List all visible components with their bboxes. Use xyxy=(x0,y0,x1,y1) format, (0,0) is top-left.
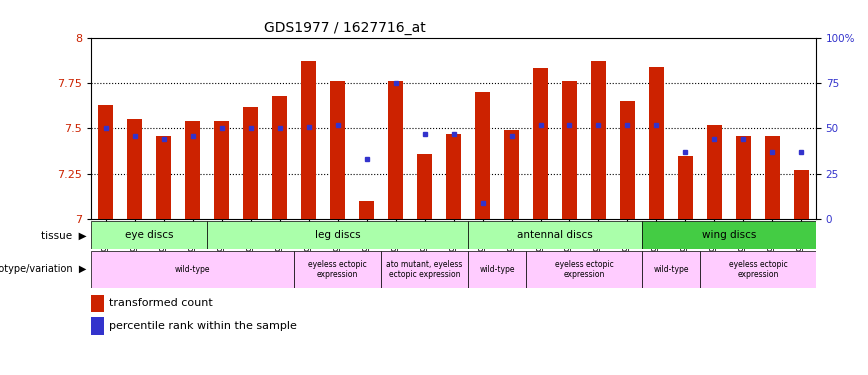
Bar xyxy=(273,96,286,219)
Bar xyxy=(359,201,374,219)
Text: wild-type: wild-type xyxy=(654,265,688,274)
Bar xyxy=(678,156,693,219)
Bar xyxy=(526,251,642,288)
Bar xyxy=(243,106,258,219)
Bar xyxy=(446,134,461,219)
Bar xyxy=(468,221,642,249)
Text: wild-type: wild-type xyxy=(174,265,210,274)
Bar xyxy=(707,125,721,219)
Bar xyxy=(91,295,104,312)
Bar xyxy=(294,251,381,288)
Bar xyxy=(156,136,171,219)
Text: eyeless ectopic
expression: eyeless ectopic expression xyxy=(308,260,367,279)
Bar xyxy=(186,121,200,219)
Bar xyxy=(301,61,316,219)
Bar xyxy=(591,61,606,219)
Text: wing discs: wing discs xyxy=(701,230,756,240)
Bar xyxy=(766,136,779,219)
Text: tissue  ▶: tissue ▶ xyxy=(41,230,87,240)
Title: GDS1977 / 1627716_at: GDS1977 / 1627716_at xyxy=(264,21,425,35)
Text: percentile rank within the sample: percentile rank within the sample xyxy=(109,321,297,331)
Bar xyxy=(642,251,700,288)
Text: eyeless ectopic
expression: eyeless ectopic expression xyxy=(728,260,787,279)
Bar xyxy=(207,221,468,249)
Bar xyxy=(331,81,345,219)
Bar xyxy=(91,251,294,288)
Bar xyxy=(736,136,751,219)
Bar xyxy=(562,81,576,219)
Text: eyeless ectopic
expression: eyeless ectopic expression xyxy=(555,260,614,279)
Bar xyxy=(388,81,403,219)
Bar xyxy=(504,130,519,219)
Text: genotype/variation  ▶: genotype/variation ▶ xyxy=(0,264,87,274)
Text: ato mutant, eyeless
ectopic expression: ato mutant, eyeless ectopic expression xyxy=(386,260,463,279)
Bar xyxy=(700,251,816,288)
Bar xyxy=(214,121,229,219)
Bar xyxy=(476,92,490,219)
Bar xyxy=(621,101,635,219)
Bar xyxy=(533,68,548,219)
Bar xyxy=(649,67,664,219)
Bar xyxy=(381,251,468,288)
Bar xyxy=(642,221,816,249)
Bar xyxy=(91,221,207,249)
Bar xyxy=(91,317,104,334)
Bar xyxy=(98,105,113,219)
Bar xyxy=(468,251,526,288)
Text: eye discs: eye discs xyxy=(125,230,174,240)
Text: wild-type: wild-type xyxy=(479,265,515,274)
Text: antennal discs: antennal discs xyxy=(517,230,593,240)
Bar xyxy=(128,119,141,219)
Text: transformed count: transformed count xyxy=(109,298,213,309)
Bar xyxy=(794,170,809,219)
Bar xyxy=(418,154,431,219)
Text: leg discs: leg discs xyxy=(315,230,360,240)
